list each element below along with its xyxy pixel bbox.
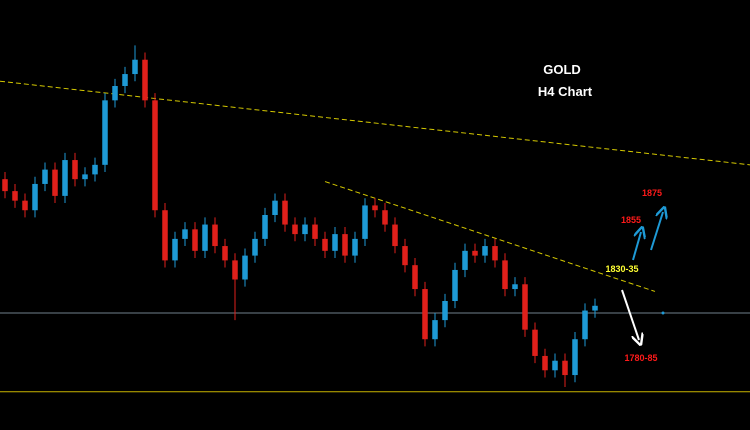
candle-body: [152, 100, 158, 211]
arrow: [632, 232, 641, 261]
trendline: [324, 181, 656, 292]
arrow: [650, 212, 663, 251]
candle-body: [532, 329, 538, 356]
candle-body: [502, 260, 508, 290]
candle-body: [292, 224, 298, 235]
annotation: 1780-85: [624, 353, 657, 363]
candle-body: [272, 200, 278, 215]
candle-body: [82, 174, 88, 180]
candle-body: [112, 86, 118, 101]
candle-body: [32, 183, 38, 211]
candle-body: [542, 355, 548, 371]
candle-body: [322, 238, 328, 251]
candle-body: [342, 234, 348, 256]
candle-body: [62, 160, 68, 196]
arrow: [621, 289, 639, 340]
candle-body: [12, 191, 18, 201]
candle-body: [422, 289, 428, 340]
candle-body: [512, 284, 518, 290]
candle-body: [22, 200, 28, 211]
candle-body: [132, 59, 138, 75]
candle-body: [222, 246, 228, 261]
candle-body: [352, 238, 358, 256]
candle-body: [432, 320, 438, 340]
candle-body: [312, 224, 318, 239]
candle-body: [282, 200, 288, 225]
candle-body: [442, 301, 448, 321]
annotation: 1875: [642, 188, 662, 198]
candle-body: [122, 74, 128, 86]
candle-body: [2, 179, 8, 192]
candle-body: [402, 246, 408, 266]
plot-area: [0, 45, 750, 393]
candle-body: [202, 224, 208, 251]
annotation: 1830-35: [605, 264, 638, 274]
candle-body: [372, 205, 378, 211]
candle-body: [592, 305, 598, 311]
candle-body: [182, 229, 188, 239]
candle-body: [462, 250, 468, 270]
candle-body: [172, 238, 178, 261]
candle-body: [212, 224, 218, 247]
candle-body: [332, 234, 338, 251]
candle-body: [492, 246, 498, 261]
candle-body: [552, 360, 558, 371]
candle-body: [522, 284, 528, 330]
candle-body: [72, 160, 78, 180]
candle-body: [92, 164, 98, 175]
candle-body: [382, 210, 388, 225]
candle-body: [192, 229, 198, 251]
candle-body: [52, 169, 58, 196]
candle-body: [232, 260, 238, 280]
candle-body: [302, 224, 308, 235]
chart-subtitle: H4 Chart: [538, 84, 593, 99]
candle-body: [392, 224, 398, 247]
candle-body: [162, 210, 168, 261]
trendline: [0, 80, 750, 166]
candle-body: [452, 269, 458, 301]
candle-body: [582, 310, 588, 340]
annotation: 1855: [621, 215, 641, 225]
candle-body: [482, 246, 488, 256]
candle-body: [42, 169, 48, 184]
candle-body: [472, 250, 478, 256]
candle-body: [362, 205, 368, 239]
candle-body: [262, 215, 268, 239]
candle-body: [412, 265, 418, 290]
candle-body: [252, 238, 258, 256]
candle-body: [562, 360, 568, 376]
candle-body: [242, 255, 248, 280]
marker-dot: [661, 311, 665, 315]
candle-body: [142, 59, 148, 101]
chart-title: GOLD: [543, 62, 581, 77]
candle-body: [572, 339, 578, 376]
candle-body: [102, 100, 108, 165]
